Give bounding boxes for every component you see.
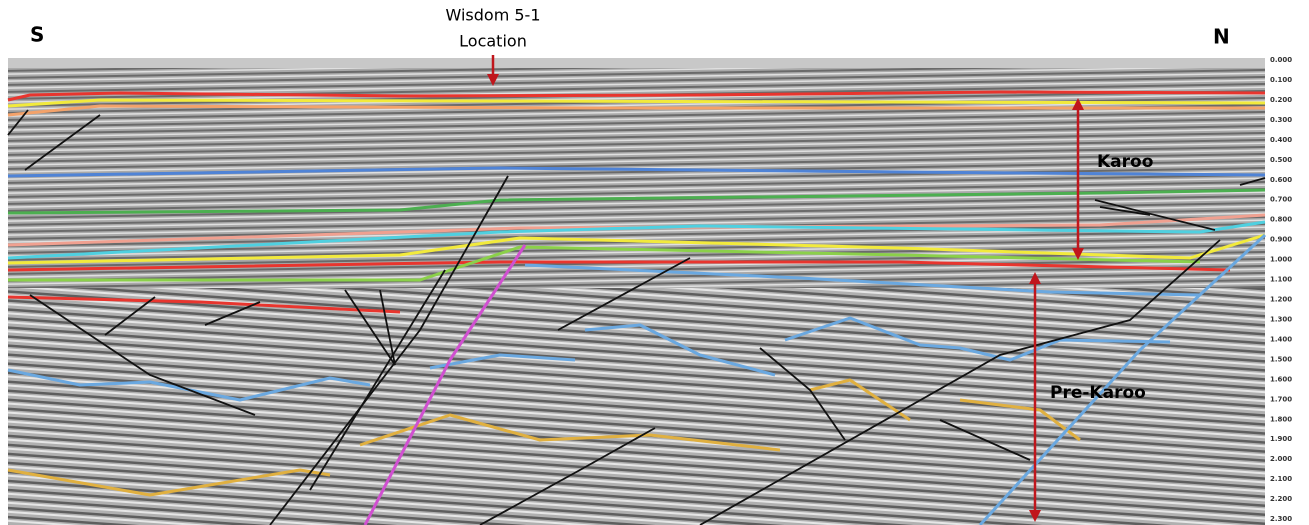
time-label: 2.100: [1270, 475, 1292, 483]
well-name: Wisdom 5-1: [446, 6, 541, 25]
time-label: 0.900: [1270, 236, 1292, 244]
well-label: Location: [459, 32, 527, 51]
time-label: 0.700: [1270, 196, 1292, 204]
time-label: 1.100: [1270, 276, 1292, 284]
time-axis: 0.000 0.100 0.200 0.300 0.400 0.500 0.600 0.700…: [1270, 56, 1292, 523]
time-label: 1.900: [1270, 435, 1292, 443]
time-label: 0.500: [1270, 156, 1292, 164]
time-label: 0.800: [1270, 216, 1292, 224]
time-label: 2.200: [1270, 495, 1292, 503]
time-label: 1.700: [1270, 395, 1292, 403]
time-label: 1.500: [1270, 355, 1292, 363]
time-label: 0.300: [1270, 116, 1292, 124]
time-label: 1.800: [1270, 415, 1292, 423]
time-label: 0.000: [1270, 56, 1292, 64]
arrows: [487, 55, 1084, 522]
faults: [7, 109, 1266, 525]
time-label: 2.300: [1270, 515, 1292, 523]
seismic-image: [8, 58, 1309, 525]
south-label: S: [30, 23, 44, 47]
time-label: 0.200: [1270, 96, 1292, 104]
north-label: N: [1213, 25, 1230, 49]
pre-karoo-label: Pre-Karoo: [1050, 383, 1146, 403]
time-label: 1.300: [1270, 315, 1292, 323]
horizons: [7, 90, 1267, 525]
karoo-label: Karoo: [1097, 152, 1153, 172]
time-label: 1.200: [1270, 296, 1292, 304]
time-label: 1.400: [1270, 335, 1292, 343]
time-label: 2.000: [1270, 455, 1292, 463]
time-label: 0.400: [1270, 136, 1292, 144]
time-label: 1.000: [1270, 256, 1292, 264]
time-label: 0.100: [1270, 76, 1292, 84]
time-label: 1.600: [1270, 375, 1292, 383]
time-label: 0.600: [1270, 176, 1292, 184]
